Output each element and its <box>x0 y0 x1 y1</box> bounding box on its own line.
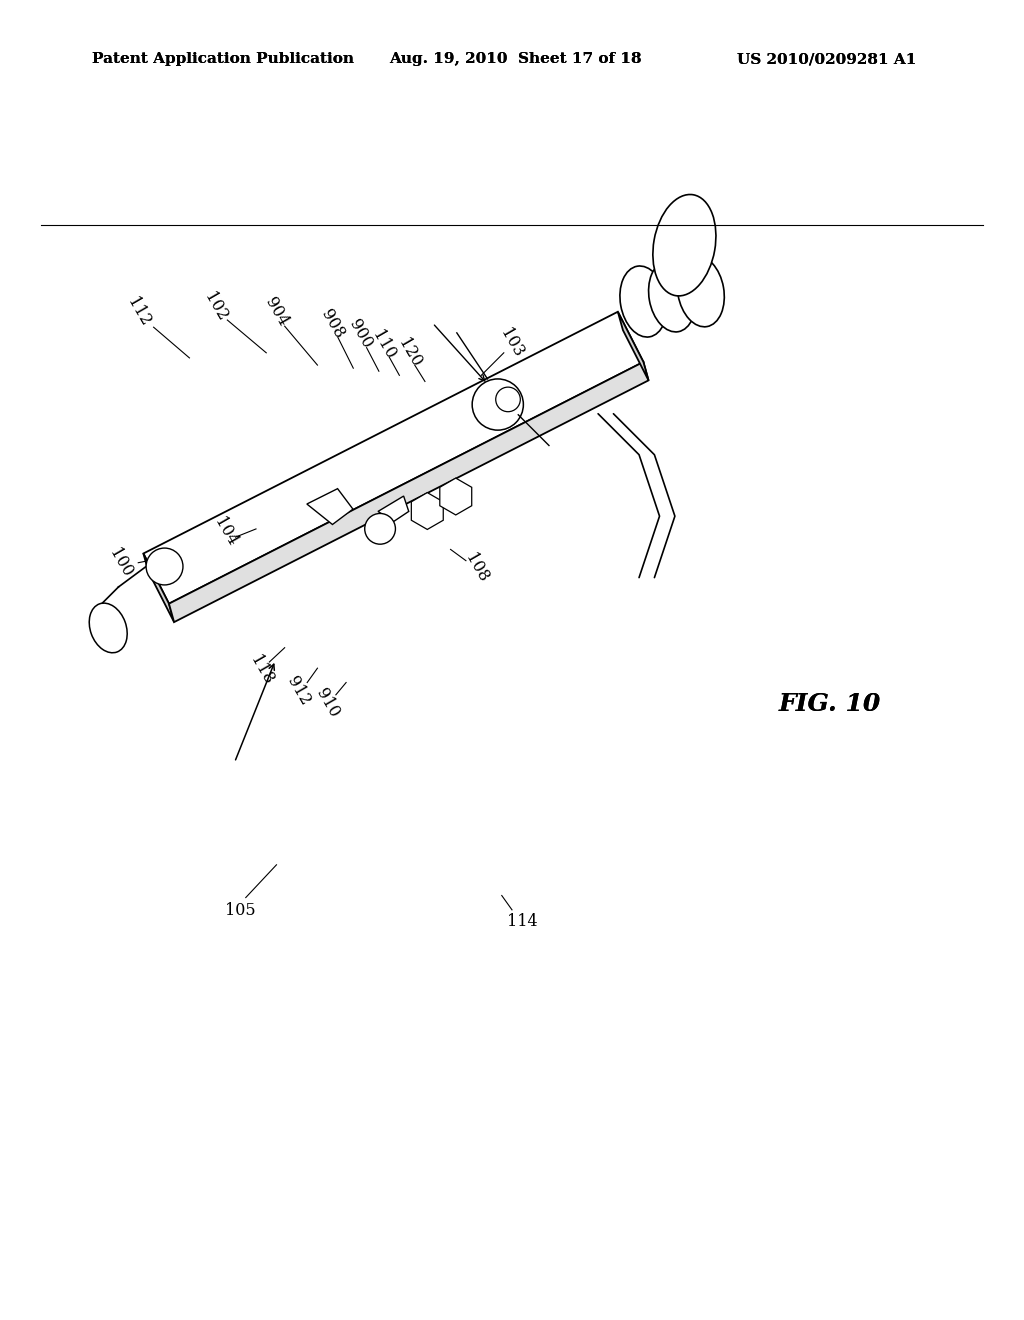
Text: 100: 100 <box>105 545 136 581</box>
Text: 105: 105 <box>225 903 256 919</box>
Text: Patent Application Publication: Patent Application Publication <box>92 53 354 66</box>
Text: 110: 110 <box>369 327 399 362</box>
Ellipse shape <box>677 256 724 327</box>
Text: 908: 908 <box>317 306 348 342</box>
Text: 103: 103 <box>497 325 527 360</box>
Polygon shape <box>307 488 353 524</box>
Circle shape <box>445 486 466 507</box>
Text: US 2010/0209281 A1: US 2010/0209281 A1 <box>737 53 916 66</box>
Polygon shape <box>439 478 472 515</box>
Polygon shape <box>169 362 648 622</box>
Text: 112: 112 <box>123 294 154 330</box>
Circle shape <box>146 548 183 585</box>
Circle shape <box>417 500 437 521</box>
Text: 104: 104 <box>210 515 241 549</box>
Text: 912: 912 <box>284 673 314 709</box>
Text: 910: 910 <box>312 685 343 721</box>
Polygon shape <box>143 312 643 603</box>
Polygon shape <box>143 553 174 622</box>
Text: Aug. 19, 2010  Sheet 17 of 18: Aug. 19, 2010 Sheet 17 of 18 <box>389 53 642 66</box>
Circle shape <box>472 379 523 430</box>
Polygon shape <box>378 496 409 521</box>
Text: 900: 900 <box>345 317 376 352</box>
Text: Aug. 19, 2010  Sheet 17 of 18: Aug. 19, 2010 Sheet 17 of 18 <box>389 53 642 66</box>
Text: 114: 114 <box>507 912 538 929</box>
Circle shape <box>496 387 520 412</box>
Text: 120: 120 <box>394 335 425 370</box>
Ellipse shape <box>653 194 716 296</box>
Polygon shape <box>412 492 443 529</box>
Text: 108: 108 <box>461 550 492 585</box>
Ellipse shape <box>648 261 695 331</box>
Text: 102: 102 <box>200 289 230 325</box>
Text: 118: 118 <box>246 652 276 688</box>
Ellipse shape <box>620 267 667 337</box>
Text: FIG. 10: FIG. 10 <box>778 692 881 717</box>
Text: US 2010/0209281 A1: US 2010/0209281 A1 <box>737 53 916 66</box>
Text: FIG. 10: FIG. 10 <box>778 692 881 717</box>
Circle shape <box>365 513 395 544</box>
Ellipse shape <box>89 603 127 653</box>
Polygon shape <box>617 312 648 380</box>
Text: Patent Application Publication: Patent Application Publication <box>92 53 354 66</box>
Text: 904: 904 <box>261 294 292 329</box>
